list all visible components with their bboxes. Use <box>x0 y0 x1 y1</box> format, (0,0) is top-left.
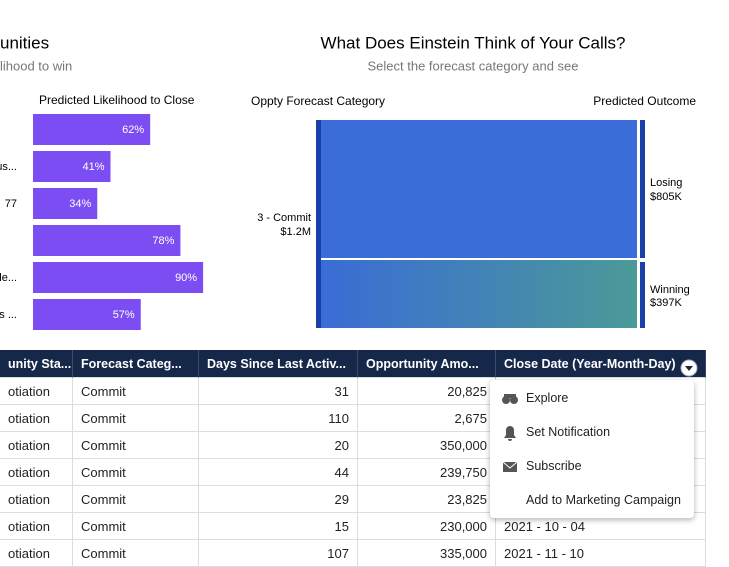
menu-item[interactable]: Subscribe <box>526 459 582 473</box>
row-label: le... <box>0 272 17 284</box>
right-title: What Does Einstein Think of Your Calls? <box>321 33 626 52</box>
source-node[interactable] <box>316 120 321 328</box>
table-cell: 230,000 <box>358 513 496 540</box>
table-cell: 350,000 <box>358 432 496 459</box>
target-node[interactable] <box>640 262 645 328</box>
table-row: otiation Commit 44 239,750 <box>0 459 706 486</box>
charts: unities lihood to win Predicted Likeliho… <box>0 33 696 330</box>
table-cell: otiation <box>0 405 73 432</box>
table-cell: 15 <box>199 513 358 540</box>
flow-losing[interactable] <box>321 120 637 258</box>
table-cell: 20 <box>199 432 358 459</box>
table-row: otiation Commit 110 2,675 <box>0 405 706 432</box>
table-cell: otiation <box>0 459 73 486</box>
table-cell: Commit <box>73 459 199 486</box>
row-label: 77 <box>5 198 17 210</box>
table-row: otiation Commit 107 335,000 2021 - 11 - 10 <box>0 540 706 567</box>
table-cell: Commit <box>73 513 199 540</box>
table-cell: 335,000 <box>358 540 496 567</box>
column-header[interactable]: Close Date (Year-Month-Day) <box>496 350 706 378</box>
bar[interactable] <box>33 151 111 182</box>
table-cell: 31 <box>199 378 358 405</box>
target-amount: $805K <box>650 191 682 203</box>
table-cell: Commit <box>73 405 199 432</box>
table-cell: otiation <box>0 513 73 540</box>
table-header: unity Sta... Forecast Categ... Days Since … <box>0 350 706 378</box>
menu-item[interactable]: Set Notification <box>526 425 611 439</box>
table-cell: 29 <box>199 486 358 513</box>
target-amount: $397K <box>650 297 682 309</box>
table-cell: Commit <box>73 378 199 405</box>
table-cell: otiation <box>0 378 73 405</box>
bar[interactable] <box>33 262 204 293</box>
left-title: unities <box>0 33 49 52</box>
table-cell: 23,825 <box>358 486 496 513</box>
table-cell: otiation <box>0 486 73 513</box>
table-row: otiation Commit 15 230,000 2021 - 10 - 04 <box>0 513 706 540</box>
bar-label: 34% <box>69 198 91 210</box>
table-cell: 2021 - 10 - 04 <box>496 513 706 540</box>
table-cell: 107 <box>199 540 358 567</box>
bar-label: 90% <box>175 272 197 284</box>
bar[interactable] <box>33 299 141 330</box>
menu: Explore Set Notification Subscribe Add to M… <box>490 380 694 518</box>
target-node[interactable] <box>640 120 645 258</box>
table-cell: 110 <box>199 405 358 432</box>
column-header[interactable]: Days Since Last Activ... <box>199 350 358 378</box>
bar[interactable] <box>33 188 98 219</box>
menu-icons <box>502 394 518 472</box>
right-axis: Predicted Outcome <box>593 94 696 108</box>
right-subtitle: Select the forecast category and see <box>367 58 578 73</box>
bar[interactable] <box>33 225 181 256</box>
table-cell: 20,825 <box>358 378 496 405</box>
table-cell: 2,675 <box>358 405 496 432</box>
left-axis: Oppty Forecast Category <box>251 94 385 108</box>
row-label: s ... <box>0 309 17 321</box>
table-cell: Commit <box>73 486 199 513</box>
row-label: us... <box>0 161 17 173</box>
column-header[interactable]: Opportunity Amo... <box>358 350 496 378</box>
table-cell: otiation <box>0 432 73 459</box>
target-name: Winning <box>650 284 690 296</box>
table-cell: Commit <box>73 432 199 459</box>
bar-label: 78% <box>152 235 174 247</box>
column-header[interactable]: Forecast Categ... <box>73 350 199 378</box>
flow-winning[interactable] <box>321 260 637 328</box>
table-cell: 44 <box>199 459 358 486</box>
table-cell: 239,750 <box>358 459 496 486</box>
table-cell: 2021 - 11 - 10 <box>496 540 706 567</box>
column-header[interactable]: unity Sta... <box>0 350 73 378</box>
axis-title: Predicted Likelihood to Close <box>39 93 195 107</box>
target-name: Losing <box>650 177 682 189</box>
source-name: 3 - Commit <box>257 212 311 224</box>
bar[interactable] <box>33 114 151 145</box>
bar-label: 57% <box>113 309 135 321</box>
menu-item[interactable]: Explore <box>526 391 569 405</box>
bar-label: 62% <box>122 124 144 136</box>
source-amount: $1.2M <box>280 226 311 238</box>
bar-label: 41% <box>82 161 104 173</box>
table-cell: otiation <box>0 540 73 567</box>
table-cell: Commit <box>73 540 199 567</box>
left-subtitle: lihood to win <box>0 58 72 73</box>
menu-item[interactable]: Add to Marketing Campaign <box>526 493 681 507</box>
